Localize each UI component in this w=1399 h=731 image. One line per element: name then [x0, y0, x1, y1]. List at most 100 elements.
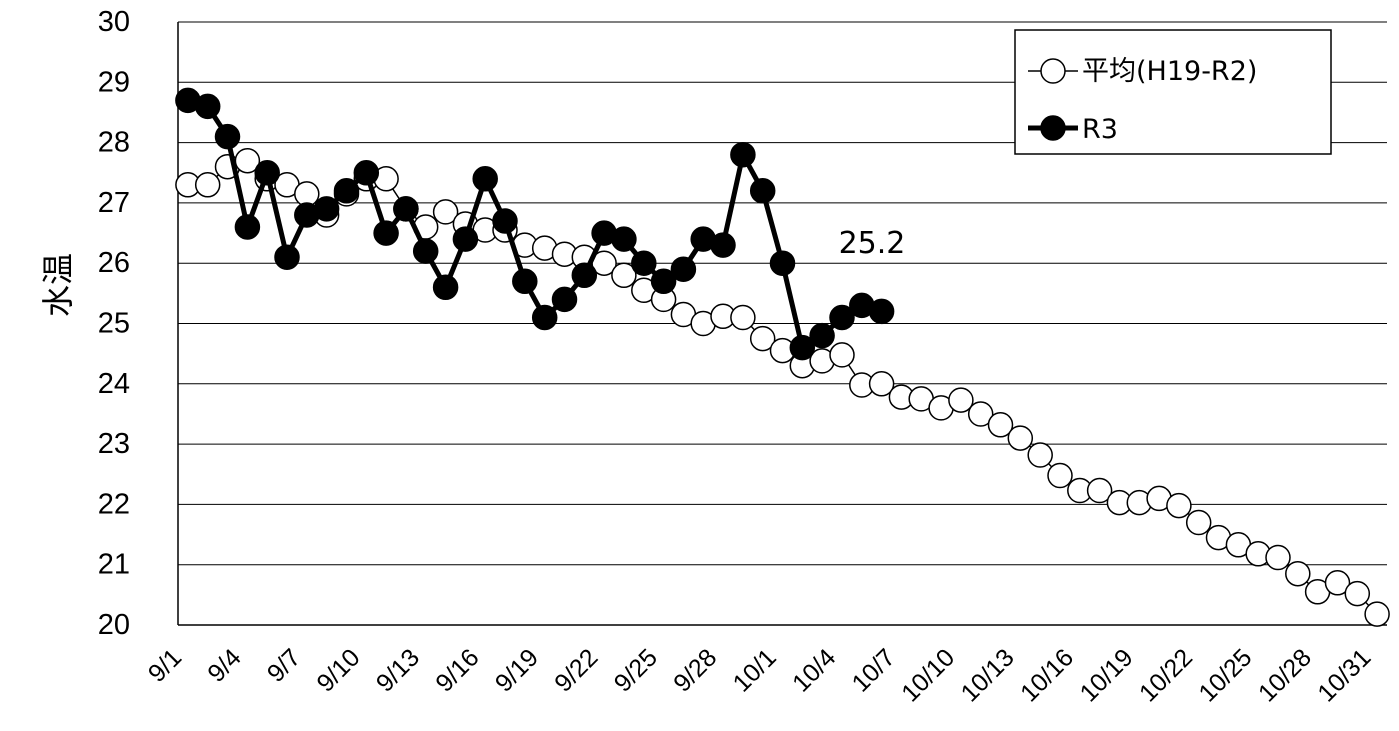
r3-point: [412, 238, 439, 264]
y-axis-label: 水温: [39, 253, 77, 317]
x-tick-label: 9/10: [311, 643, 365, 697]
r3-point: [829, 304, 855, 331]
y-tick-label: 29: [98, 66, 130, 98]
r3-point: [531, 304, 558, 331]
y-tick-label: 27: [98, 187, 130, 219]
x-tick-label: 10/1: [728, 643, 782, 697]
average-point: [234, 147, 261, 174]
r3-point: [373, 220, 399, 246]
x-tick-label: 9/28: [668, 643, 722, 697]
r3-point: [214, 123, 241, 150]
x-tick-label: 10/28: [1253, 643, 1317, 707]
r3-point: [730, 141, 756, 168]
x-tick-label: 9/13: [371, 643, 425, 697]
x-tick-label: 10/25: [1193, 643, 1257, 707]
y-tick-label: 30: [98, 6, 130, 38]
legend: 平均(H19-R2) R3: [1014, 29, 1332, 155]
average-point: [1047, 462, 1073, 489]
x-tick-label: 10/22: [1134, 643, 1198, 707]
x-tick-label: 9/19: [490, 643, 544, 697]
r3-point: [512, 268, 538, 295]
legend-label-r3: R3: [1082, 114, 1118, 145]
series-average: [175, 147, 1390, 627]
r3-point: [868, 298, 895, 325]
x-tick-label: 9/16: [430, 643, 484, 697]
average-point: [1185, 509, 1212, 536]
x-tick-label: 10/10: [896, 643, 960, 707]
average-point: [1285, 560, 1311, 587]
r3-point: [194, 93, 221, 120]
r3-point: [333, 178, 360, 204]
r3-point: [492, 208, 518, 234]
x-tick-label: 10/13: [956, 643, 1020, 707]
legend-marker-filled-circle: [1040, 115, 1066, 141]
x-tick-label: 10/7: [847, 643, 901, 697]
x-tick-label: 9/7: [262, 643, 306, 687]
average-point: [611, 262, 637, 289]
r3-point: [650, 268, 677, 295]
r3-point: [789, 334, 816, 361]
r3-point: [631, 250, 657, 276]
average-point: [1007, 425, 1034, 451]
x-tick-label: 9/1: [143, 643, 187, 687]
r3-point: [432, 274, 459, 301]
average-point: [1027, 442, 1053, 468]
r3-point: [611, 226, 637, 252]
r3-point: [274, 244, 300, 270]
x-tick-label: 10/16: [1015, 643, 1079, 707]
average-point: [967, 401, 994, 427]
r3-point: [551, 286, 578, 313]
average-point: [749, 325, 776, 352]
annotation-label: 25.2: [839, 226, 906, 261]
y-tick-label: 21: [98, 549, 130, 581]
legend-box: [1014, 29, 1332, 155]
series-r3: [175, 87, 895, 361]
legend-marker-open-circle: [1040, 58, 1066, 84]
r3-point: [749, 178, 776, 204]
y-tick-label: 25: [98, 308, 130, 340]
r3-point: [472, 166, 498, 192]
r3-point: [710, 232, 736, 258]
y-tick-label: 24: [98, 368, 130, 400]
average-point: [868, 371, 895, 397]
legend-label-average: 平均(H19-R2): [1082, 56, 1257, 87]
series: [175, 87, 1390, 627]
average-point: [194, 172, 221, 198]
average-point: [1166, 492, 1192, 519]
x-tick-labels: 9/1 9/4 9/7 9/10 9/13 9/16 9/19 9/22 9/25 9/28 10/…: [143, 643, 1377, 707]
x-tick-label: 10/19: [1075, 643, 1139, 707]
legend-entry-average: 平均(H19-R2): [1028, 56, 1257, 87]
average-point: [1265, 544, 1291, 571]
average-point: [1344, 580, 1371, 607]
average-point: [432, 199, 459, 225]
r3-point: [234, 214, 261, 240]
y-tick-label: 22: [98, 488, 130, 520]
x-tick-label: 9/22: [549, 643, 603, 697]
average-point: [730, 304, 756, 331]
x-tick-label: 9/4: [202, 643, 246, 687]
r3-point: [254, 160, 280, 186]
r3-point: [353, 160, 380, 186]
average-point: [1364, 601, 1390, 627]
average-point: [1086, 477, 1113, 504]
r3-point: [769, 250, 796, 276]
y-tick-label: 26: [98, 247, 130, 279]
average-point: [829, 342, 855, 368]
y-tick-label: 28: [98, 127, 130, 159]
x-tick-label: 9/25: [609, 643, 663, 697]
y-tick-label: 20: [98, 609, 130, 641]
y-tick-labels: 20 21 22 23 24 25 26 27 28 29 30: [98, 6, 130, 641]
average-line: [187, 159, 1378, 615]
x-tick-label: 10/4: [787, 643, 841, 697]
average-point: [987, 412, 1014, 438]
y-tick-label: 23: [98, 428, 130, 460]
x-tick-label: 10/31: [1312, 643, 1376, 707]
legend-entry-r3: R3: [1028, 114, 1118, 145]
r3-point: [452, 226, 479, 252]
r3-point: [670, 256, 697, 282]
average-point: [1324, 570, 1351, 596]
r3-point: [571, 262, 598, 289]
r3-point: [393, 196, 419, 222]
axes: [177, 22, 1387, 626]
